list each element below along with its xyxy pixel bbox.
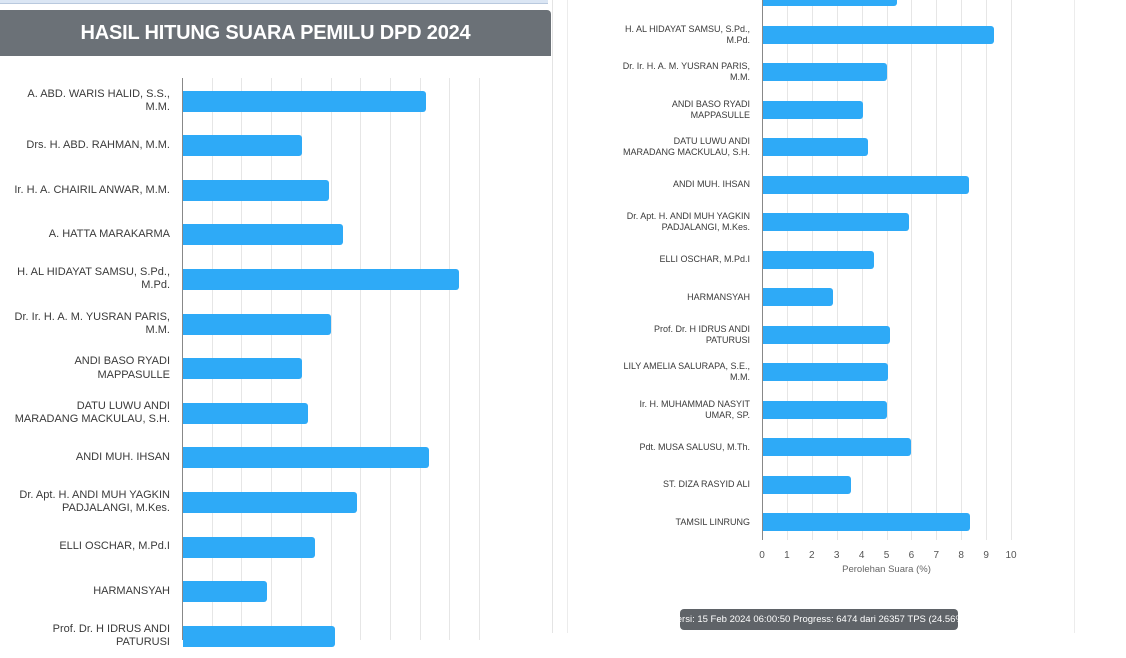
bar [183,313,331,335]
top-strip [0,0,548,4]
category-label: Ir. H. A. CHAIRIL ANWAR, M.M. [14,183,170,196]
x-tick-label: 1 [784,550,790,561]
category-label: A. HATTA MARAKARMA [48,228,170,241]
category-label: Dr. Ir. H. A. M. YUSRAN PARIS, M.M. [14,310,170,336]
category-label: ELLI OSCHAR, M.Pd.I [59,540,170,553]
category-label: Pdt. MUSA SALUSU, M.Th. [639,441,750,452]
bar [763,363,888,381]
bar [183,224,344,246]
gridline [330,78,332,640]
bar [763,0,898,6]
x-tick-label: 9 [983,550,989,561]
bar [763,175,969,194]
category-label: Dr. Ir. H. A. M. YUSRAN PARIS, M.M. [622,61,750,82]
x-tick-label: 6 [908,550,915,561]
gridline [1011,0,1012,540]
bar [183,268,459,290]
gridline [836,0,838,540]
gridline [911,0,913,540]
category-label: ANDI BASO RYADI MAPPASULLE [74,355,170,381]
gridline [886,0,888,540]
category-label: HARMANSYAH [93,585,170,597]
x-tick-label: 2 [809,550,815,561]
gridline [389,78,391,640]
category-label: Ir. H. MUHAMMAD NASYIT UMAR, SP. [639,398,750,420]
y-axis-line [762,0,763,540]
category-label: ANDI MUH. IHSAN [75,451,170,464]
category-label: Prof. Dr. H IDRUS ANDI PATURUSI [653,323,750,345]
bar [763,438,911,456]
gridline [861,0,863,540]
gridline [936,0,938,540]
bar [763,325,891,344]
chart-panel-right [567,0,1075,633]
category-label: Dr. Apt. H. ANDI MUH YAGKIN PADJALANGI, … [626,211,750,232]
gridline [449,78,451,640]
gridline [360,78,362,640]
category-label: ANDI BASO RYADI MAPPASULLE [671,98,750,120]
bar [183,135,302,157]
bar [183,179,330,201]
bar [763,25,995,44]
category-label: ELLI OSCHAR, M.Pd.I [659,254,750,265]
bar [763,100,864,119]
bar [183,358,303,380]
bar [183,536,316,558]
gridline [479,78,480,640]
bar [183,90,426,112]
category-label: Drs. H. ABD. RAHMAN, M.M. [26,139,170,151]
bar [183,447,429,469]
bar [183,581,268,603]
gridline [961,0,963,540]
bar [183,402,309,424]
category-label: ANDI MUH. IHSAN [672,179,750,190]
x-tick-label: 8 [958,550,964,561]
x-tick-label: 5 [883,550,890,561]
x-tick-label: 10 [1005,550,1017,561]
bar [763,513,970,531]
bar [763,475,851,494]
category-label: TAMSIL LINRUNG [675,516,750,527]
category-label: Dr. Apt. H. ANDI MUH YAGKIN PADJALANGI, … [19,489,170,515]
bar [763,288,834,306]
x-tick-label: 0 [759,550,765,561]
gridline [419,78,421,640]
category-label: ST. DIZA RASYID ALI [662,479,750,490]
x-tick-label: 7 [933,550,940,561]
category-label: A. ABD. WARIS HALID, S.S., M.M. [27,87,170,113]
bar [763,400,887,419]
category-label: HARMANSYAH [687,291,750,302]
y-axis-line [182,78,183,640]
bar [763,138,869,156]
bar [183,625,336,647]
category-label: H. AL HIDAYAT SAMSU, S.Pd., M.Pd. [624,23,750,45]
bar [763,250,874,269]
category-label: LILY AMELIA SALURAPA, S.E., M.M. [623,361,750,382]
category-label: A. HATTA MARAKARMA [620,0,750,16]
category-label: DATU LUWU ANDI MARADANG MACKULAU, S.H. [14,400,170,426]
gridline [811,0,813,540]
chart-panel-left: HASIL HITUNG SUARA PEMILU DPD 2024 A. AB… [0,0,553,648]
bar [183,491,357,513]
category-label: Prof. Dr. H IDRUS ANDI PATURUSI [52,623,170,649]
x-tick-label: 3 [833,550,840,561]
category-label: DATU LUWU ANDI MARADANG MACKULAU, S.H. [622,136,750,157]
gridline [786,0,788,540]
version-progress-badge: Versi: 15 Feb 2024 06:00:50 Progress: 64… [671,609,967,630]
x-tick-label: 4 [858,550,865,561]
bar [763,63,887,81]
x-axis-title: Perolehan Suara (%) [842,564,931,575]
page-title: HASIL HITUNG SUARA PEMILU DPD 2024 [0,10,551,56]
category-label: H. AL HIDAYAT SAMSU, S.Pd., M.Pd. [17,266,170,292]
bar [763,213,909,231]
gridline [986,0,988,540]
